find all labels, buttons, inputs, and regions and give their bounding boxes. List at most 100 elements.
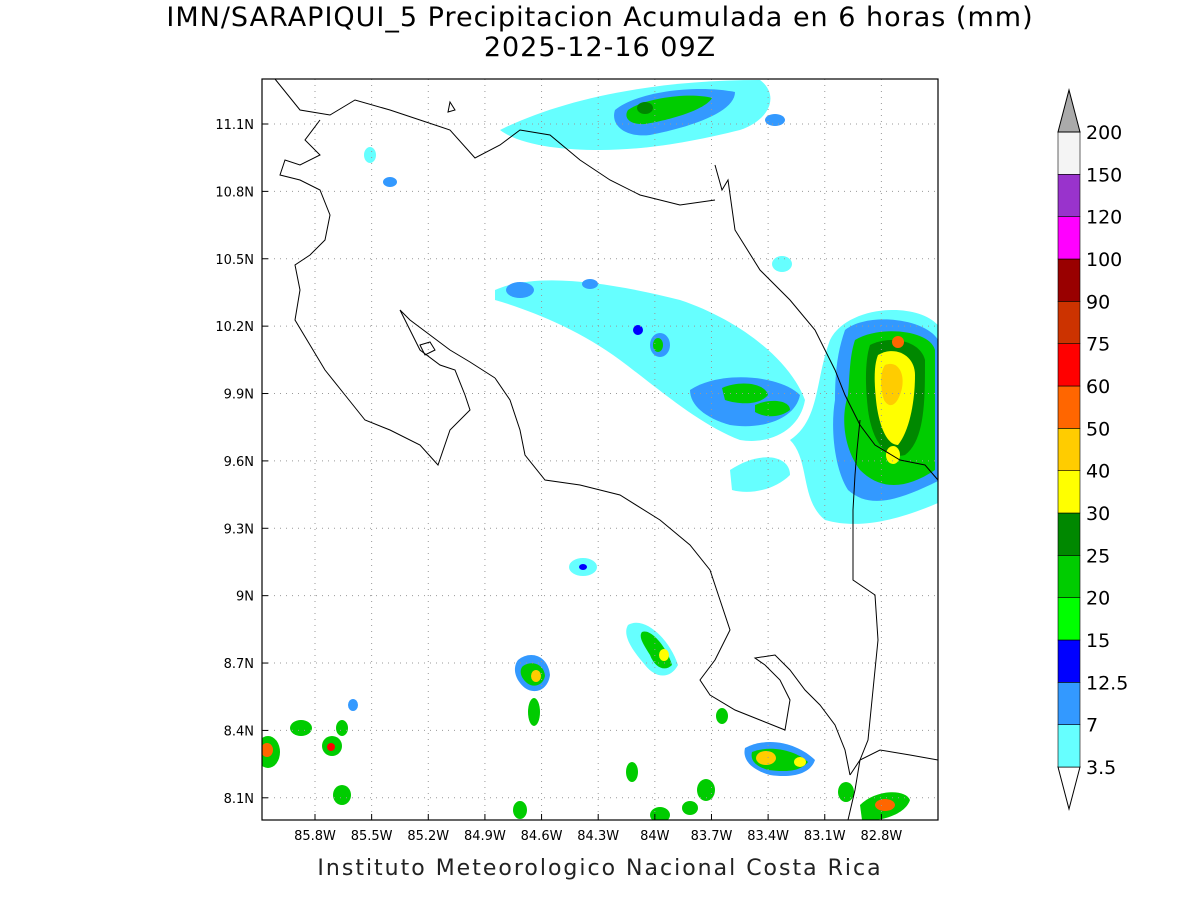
rain-cell bbox=[765, 114, 785, 126]
rain-cell bbox=[582, 279, 598, 289]
colorbar-swatch bbox=[1057, 555, 1081, 598]
rain-cell bbox=[892, 336, 904, 348]
rain-cell bbox=[528, 698, 540, 726]
x-tick-label: 85.2W bbox=[407, 829, 449, 844]
colorbar-swatch bbox=[1057, 343, 1081, 387]
colorbar-max-arrow bbox=[1057, 88, 1081, 133]
rain-cell bbox=[838, 782, 854, 802]
colorbar-swatch bbox=[1057, 258, 1081, 302]
y-tick-label: 8.4N bbox=[224, 724, 254, 739]
caribbean-coast bbox=[714, 164, 938, 481]
osa-peninsula bbox=[849, 749, 938, 776]
colorbar-label: 50 bbox=[1086, 418, 1110, 440]
colorbar-label: 100 bbox=[1086, 249, 1122, 271]
colorbar-swatch bbox=[1057, 682, 1081, 725]
rain-cell bbox=[722, 383, 768, 404]
y-tick-label: 8.1N bbox=[224, 792, 254, 807]
y-tick-label: 9N bbox=[236, 590, 254, 605]
coastlines bbox=[274, 79, 938, 820]
colorbar-label: 12.5 bbox=[1086, 672, 1128, 694]
footer-credit: Instituto Meteorologico Nacional Costa R… bbox=[317, 856, 883, 881]
y-tick-label: 11.1N bbox=[215, 118, 254, 133]
colorbar-swatch bbox=[1057, 301, 1081, 344]
rain-cell bbox=[697, 779, 715, 801]
colorbar-label: 90 bbox=[1086, 291, 1110, 313]
colorbar-swatch bbox=[1057, 512, 1081, 556]
rain-cell bbox=[262, 743, 273, 757]
rain-cell bbox=[756, 751, 776, 765]
colorbar-min-arrow bbox=[1057, 766, 1081, 811]
x-tick-label: 84W bbox=[640, 829, 670, 844]
pacific-coast-north bbox=[279, 119, 496, 466]
island bbox=[447, 100, 456, 113]
y-tick-label: 9.9N bbox=[224, 388, 254, 403]
colorbar-swatch bbox=[1057, 174, 1081, 217]
rain-cell bbox=[327, 743, 335, 751]
colorbar-swatch bbox=[1057, 385, 1081, 429]
colorbar: 3.5 7 12.5 15 20 25 30 40 50 60 75 90 100 120 150 200 bbox=[1057, 88, 1128, 811]
y-tick-label: 10.8N bbox=[215, 185, 254, 200]
colorbar-label: 75 bbox=[1086, 334, 1110, 356]
rain-cell bbox=[682, 801, 698, 815]
rain-cell bbox=[886, 446, 900, 464]
x-tick-label: 82.8W bbox=[860, 829, 902, 844]
rain-cell bbox=[290, 720, 312, 736]
colorbar-label: 120 bbox=[1086, 207, 1122, 229]
colorbar-label: 40 bbox=[1086, 461, 1110, 483]
rain-cell bbox=[383, 177, 397, 187]
x-tick-label: 84.3W bbox=[577, 829, 619, 844]
rain-cell bbox=[755, 400, 790, 417]
rain-cell bbox=[772, 256, 792, 272]
rain-cell bbox=[348, 699, 358, 711]
x-tick-label: 85.8W bbox=[294, 829, 336, 844]
colorbar-swatch bbox=[1057, 724, 1081, 768]
colorbar-label: 15 bbox=[1086, 630, 1110, 652]
x-tick-label: 83.4W bbox=[747, 829, 789, 844]
rain-cell bbox=[336, 720, 348, 736]
gulf-of-nicoya bbox=[419, 341, 436, 356]
colorbar-label: 60 bbox=[1086, 376, 1110, 398]
colorbar-label: 200 bbox=[1086, 122, 1122, 144]
precipitation-field bbox=[262, 80, 938, 820]
x-tick-label: 83.7W bbox=[691, 829, 733, 844]
panama-border bbox=[847, 419, 879, 820]
y-tick-label: 9.3N bbox=[224, 522, 254, 537]
rain-cell bbox=[637, 102, 653, 114]
map-timestamp: 2025-12-16 09Z bbox=[483, 32, 717, 63]
colorbar-label: 7 bbox=[1086, 715, 1098, 737]
colorbar-swatch bbox=[1057, 131, 1081, 175]
longitude-axis: 85.8W 85.5W 85.2W 84.9W 84.6W 84.3W 84W 83.7W 83… bbox=[294, 814, 902, 844]
y-tick-label: 10.2N bbox=[215, 320, 254, 335]
colorbar-label: 25 bbox=[1086, 545, 1110, 567]
nicaragua-border bbox=[274, 79, 716, 206]
x-tick-label: 84.6W bbox=[521, 829, 563, 844]
rain-cell bbox=[716, 708, 728, 724]
y-tick-label: 10.5N bbox=[215, 253, 254, 268]
map-title: IMN/SARAPIQUI_5 Precipitacion Acumulada … bbox=[166, 2, 1034, 33]
colorbar-swatch bbox=[1057, 216, 1081, 260]
pacific-coast-central bbox=[494, 377, 851, 776]
colorbar-label: 30 bbox=[1086, 503, 1110, 525]
rain-cell bbox=[626, 762, 638, 782]
rain-cell bbox=[653, 338, 663, 352]
colorbar-swatch bbox=[1057, 470, 1081, 514]
latitude-axis: 11.1N 10.8N 10.5N 10.2N 9.9N 9.6N 9.3N 9N 8.7N 8.… bbox=[215, 118, 268, 807]
y-tick-label: 8.7N bbox=[224, 657, 254, 672]
y-tick-label: 9.6N bbox=[224, 455, 254, 470]
x-tick-label: 83.1W bbox=[804, 829, 846, 844]
rain-cell bbox=[659, 649, 669, 661]
rain-cell bbox=[875, 799, 895, 811]
rain-cell bbox=[633, 325, 643, 335]
rain-cell bbox=[881, 363, 903, 406]
colorbar-swatch bbox=[1057, 639, 1081, 683]
colorbar-label: 150 bbox=[1086, 164, 1122, 186]
colorbar-label: 20 bbox=[1086, 588, 1110, 610]
rain-cell bbox=[730, 457, 790, 492]
colorbar-swatch bbox=[1057, 428, 1081, 471]
rain-cell bbox=[579, 564, 587, 570]
rain-cell bbox=[513, 801, 527, 819]
map-frame bbox=[261, 78, 939, 821]
rain-cell bbox=[364, 147, 376, 163]
rain-cell bbox=[531, 670, 541, 682]
